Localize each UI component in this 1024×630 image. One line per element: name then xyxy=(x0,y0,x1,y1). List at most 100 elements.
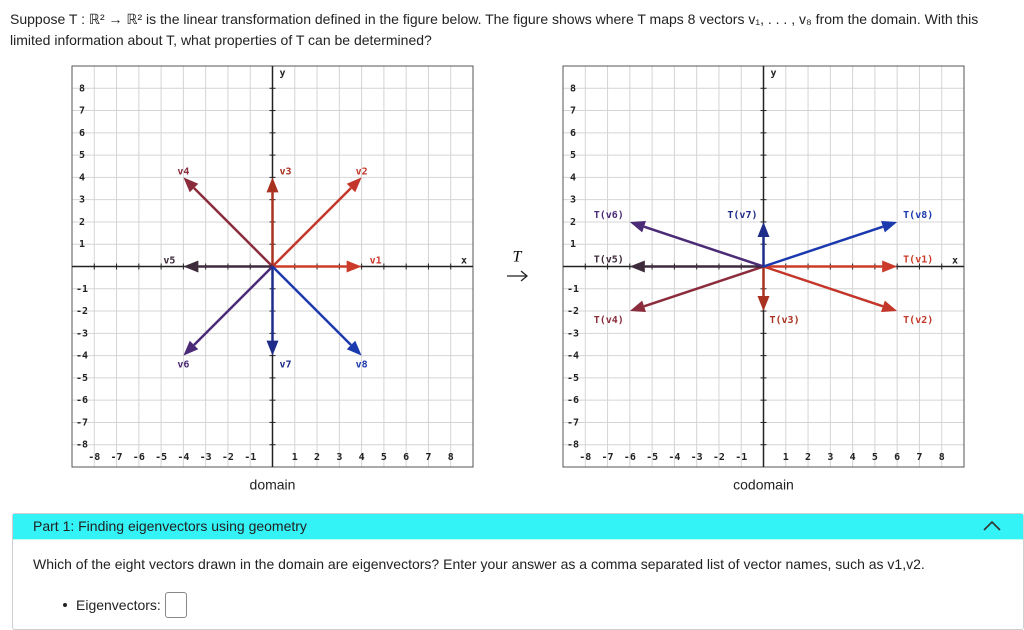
x-tick-label: -8 xyxy=(88,452,100,463)
x-tick-label: -6 xyxy=(133,452,145,463)
part-header[interactable]: Part 1: Finding eigenvectors using geome… xyxy=(13,514,1023,540)
y-tick-label: -6 xyxy=(76,395,88,406)
vector-label: T(v3) xyxy=(770,315,800,326)
part-title: Part 1: Finding eigenvectors using geome… xyxy=(33,518,307,534)
arrowhead xyxy=(266,177,279,193)
graph-caption: domain xyxy=(250,477,296,493)
y-tick-label: -7 xyxy=(567,417,579,428)
vector xyxy=(643,265,764,308)
figure: T -8-8-7-7-6-6-5-5-4-4-3-3-2-2-1-1112233… xyxy=(71,65,965,493)
y-tick-label: 5 xyxy=(570,150,576,161)
x-tick-label: 3 xyxy=(827,452,833,463)
y-tick-label: 4 xyxy=(79,172,85,183)
arrowhead xyxy=(266,340,279,356)
arrowhead xyxy=(629,220,646,233)
vector xyxy=(271,265,352,346)
x-tick-label: -4 xyxy=(668,452,680,463)
x-tick-label: -2 xyxy=(222,452,234,463)
arrowhead xyxy=(629,300,646,313)
vector-label: T(v7) xyxy=(727,210,757,221)
x-tick-label: 5 xyxy=(381,452,387,463)
collapse-icon[interactable] xyxy=(983,520,1001,532)
x-tick-label: -5 xyxy=(155,452,167,463)
vector-label: T(v8) xyxy=(903,210,933,221)
x-tick-label: -2 xyxy=(713,452,725,463)
question: Suppose T : ℝ² → ℝ² is the linear transf… xyxy=(10,11,979,48)
y-tick-label: -8 xyxy=(567,440,579,451)
x-tick-label: 6 xyxy=(894,452,900,463)
vector-label: T(v4) xyxy=(594,315,624,326)
vector xyxy=(643,225,764,268)
vector xyxy=(193,187,274,268)
x-tick-label: -1 xyxy=(735,452,747,463)
y-tick-label: 3 xyxy=(570,195,576,206)
x-tick-label: 6 xyxy=(403,452,409,463)
x-tick-label: 7 xyxy=(916,452,922,463)
x-tick-label: 2 xyxy=(805,452,811,463)
vector-label: v6 xyxy=(177,360,189,371)
map-arrow-head xyxy=(520,270,529,282)
x-tick-label: -8 xyxy=(579,452,591,463)
vector xyxy=(193,265,274,346)
vector-label: T(v5) xyxy=(594,255,624,266)
arrowhead xyxy=(183,340,199,356)
arrowhead xyxy=(757,221,770,237)
y-tick-label: -4 xyxy=(567,351,579,362)
y-tick-label: 7 xyxy=(570,106,576,117)
y-tick-label: -3 xyxy=(76,328,88,339)
x-tick-label: -1 xyxy=(244,452,256,463)
vector xyxy=(763,225,884,268)
x-axis-label: x xyxy=(952,256,958,267)
y-tick-label: -3 xyxy=(567,328,579,339)
arrowhead xyxy=(346,260,362,273)
y-tick-label: -2 xyxy=(567,306,579,317)
vector-label: v8 xyxy=(356,360,368,371)
y-tick-label: 1 xyxy=(79,239,85,250)
x-tick-label: -7 xyxy=(602,452,614,463)
y-tick-label: 4 xyxy=(570,172,576,183)
x-tick-label: 8 xyxy=(939,452,945,463)
x-tick-label: -3 xyxy=(200,452,212,463)
vector-label: v2 xyxy=(356,166,368,177)
y-tick-label: -5 xyxy=(567,373,579,384)
x-tick-label: -6 xyxy=(624,452,636,463)
y-tick-label: 2 xyxy=(570,217,576,228)
part-prompt: Which of the eight vectors drawn in the … xyxy=(33,556,925,572)
x-tick-label: 1 xyxy=(783,452,789,463)
x-tick-label: 7 xyxy=(425,452,431,463)
x-axis-label: x xyxy=(461,256,467,267)
y-tick-label: 8 xyxy=(79,83,85,94)
answer-field: Eigenvectors: xyxy=(63,592,187,618)
arrowhead xyxy=(757,296,770,312)
arrowhead xyxy=(882,260,898,273)
vector-label: T(v6) xyxy=(594,210,624,221)
x-tick-label: 3 xyxy=(336,452,342,463)
arrowhead xyxy=(629,260,645,273)
y-tick-label: 6 xyxy=(79,128,85,139)
y-tick-label: 2 xyxy=(79,217,85,228)
x-tick-label: 4 xyxy=(850,452,856,463)
x-tick-label: -4 xyxy=(177,452,189,463)
x-tick-label: 8 xyxy=(448,452,454,463)
y-tick-label: 1 xyxy=(570,239,576,250)
field-label: Eigenvectors: xyxy=(76,597,161,613)
x-tick-label: -7 xyxy=(111,452,123,463)
y-tick-label: -2 xyxy=(76,306,88,317)
arrowhead xyxy=(346,340,362,356)
y-tick-label: -6 xyxy=(567,395,579,406)
arrowhead xyxy=(881,220,898,233)
arrowhead xyxy=(346,177,362,193)
y-tick-label: 7 xyxy=(79,106,85,117)
vector-label: T(v1) xyxy=(903,255,933,266)
x-tick-label: -5 xyxy=(646,452,658,463)
x-tick-label: 4 xyxy=(359,452,365,463)
vector-label: v4 xyxy=(177,166,189,177)
vector-label: v5 xyxy=(163,256,175,267)
arrowhead xyxy=(881,300,898,313)
y-tick-label: 5 xyxy=(79,150,85,161)
map-label: T xyxy=(513,249,523,266)
y-tick-label: -5 xyxy=(76,373,88,384)
answer-input[interactable] xyxy=(164,592,187,618)
y-axis-label: y xyxy=(279,68,285,79)
